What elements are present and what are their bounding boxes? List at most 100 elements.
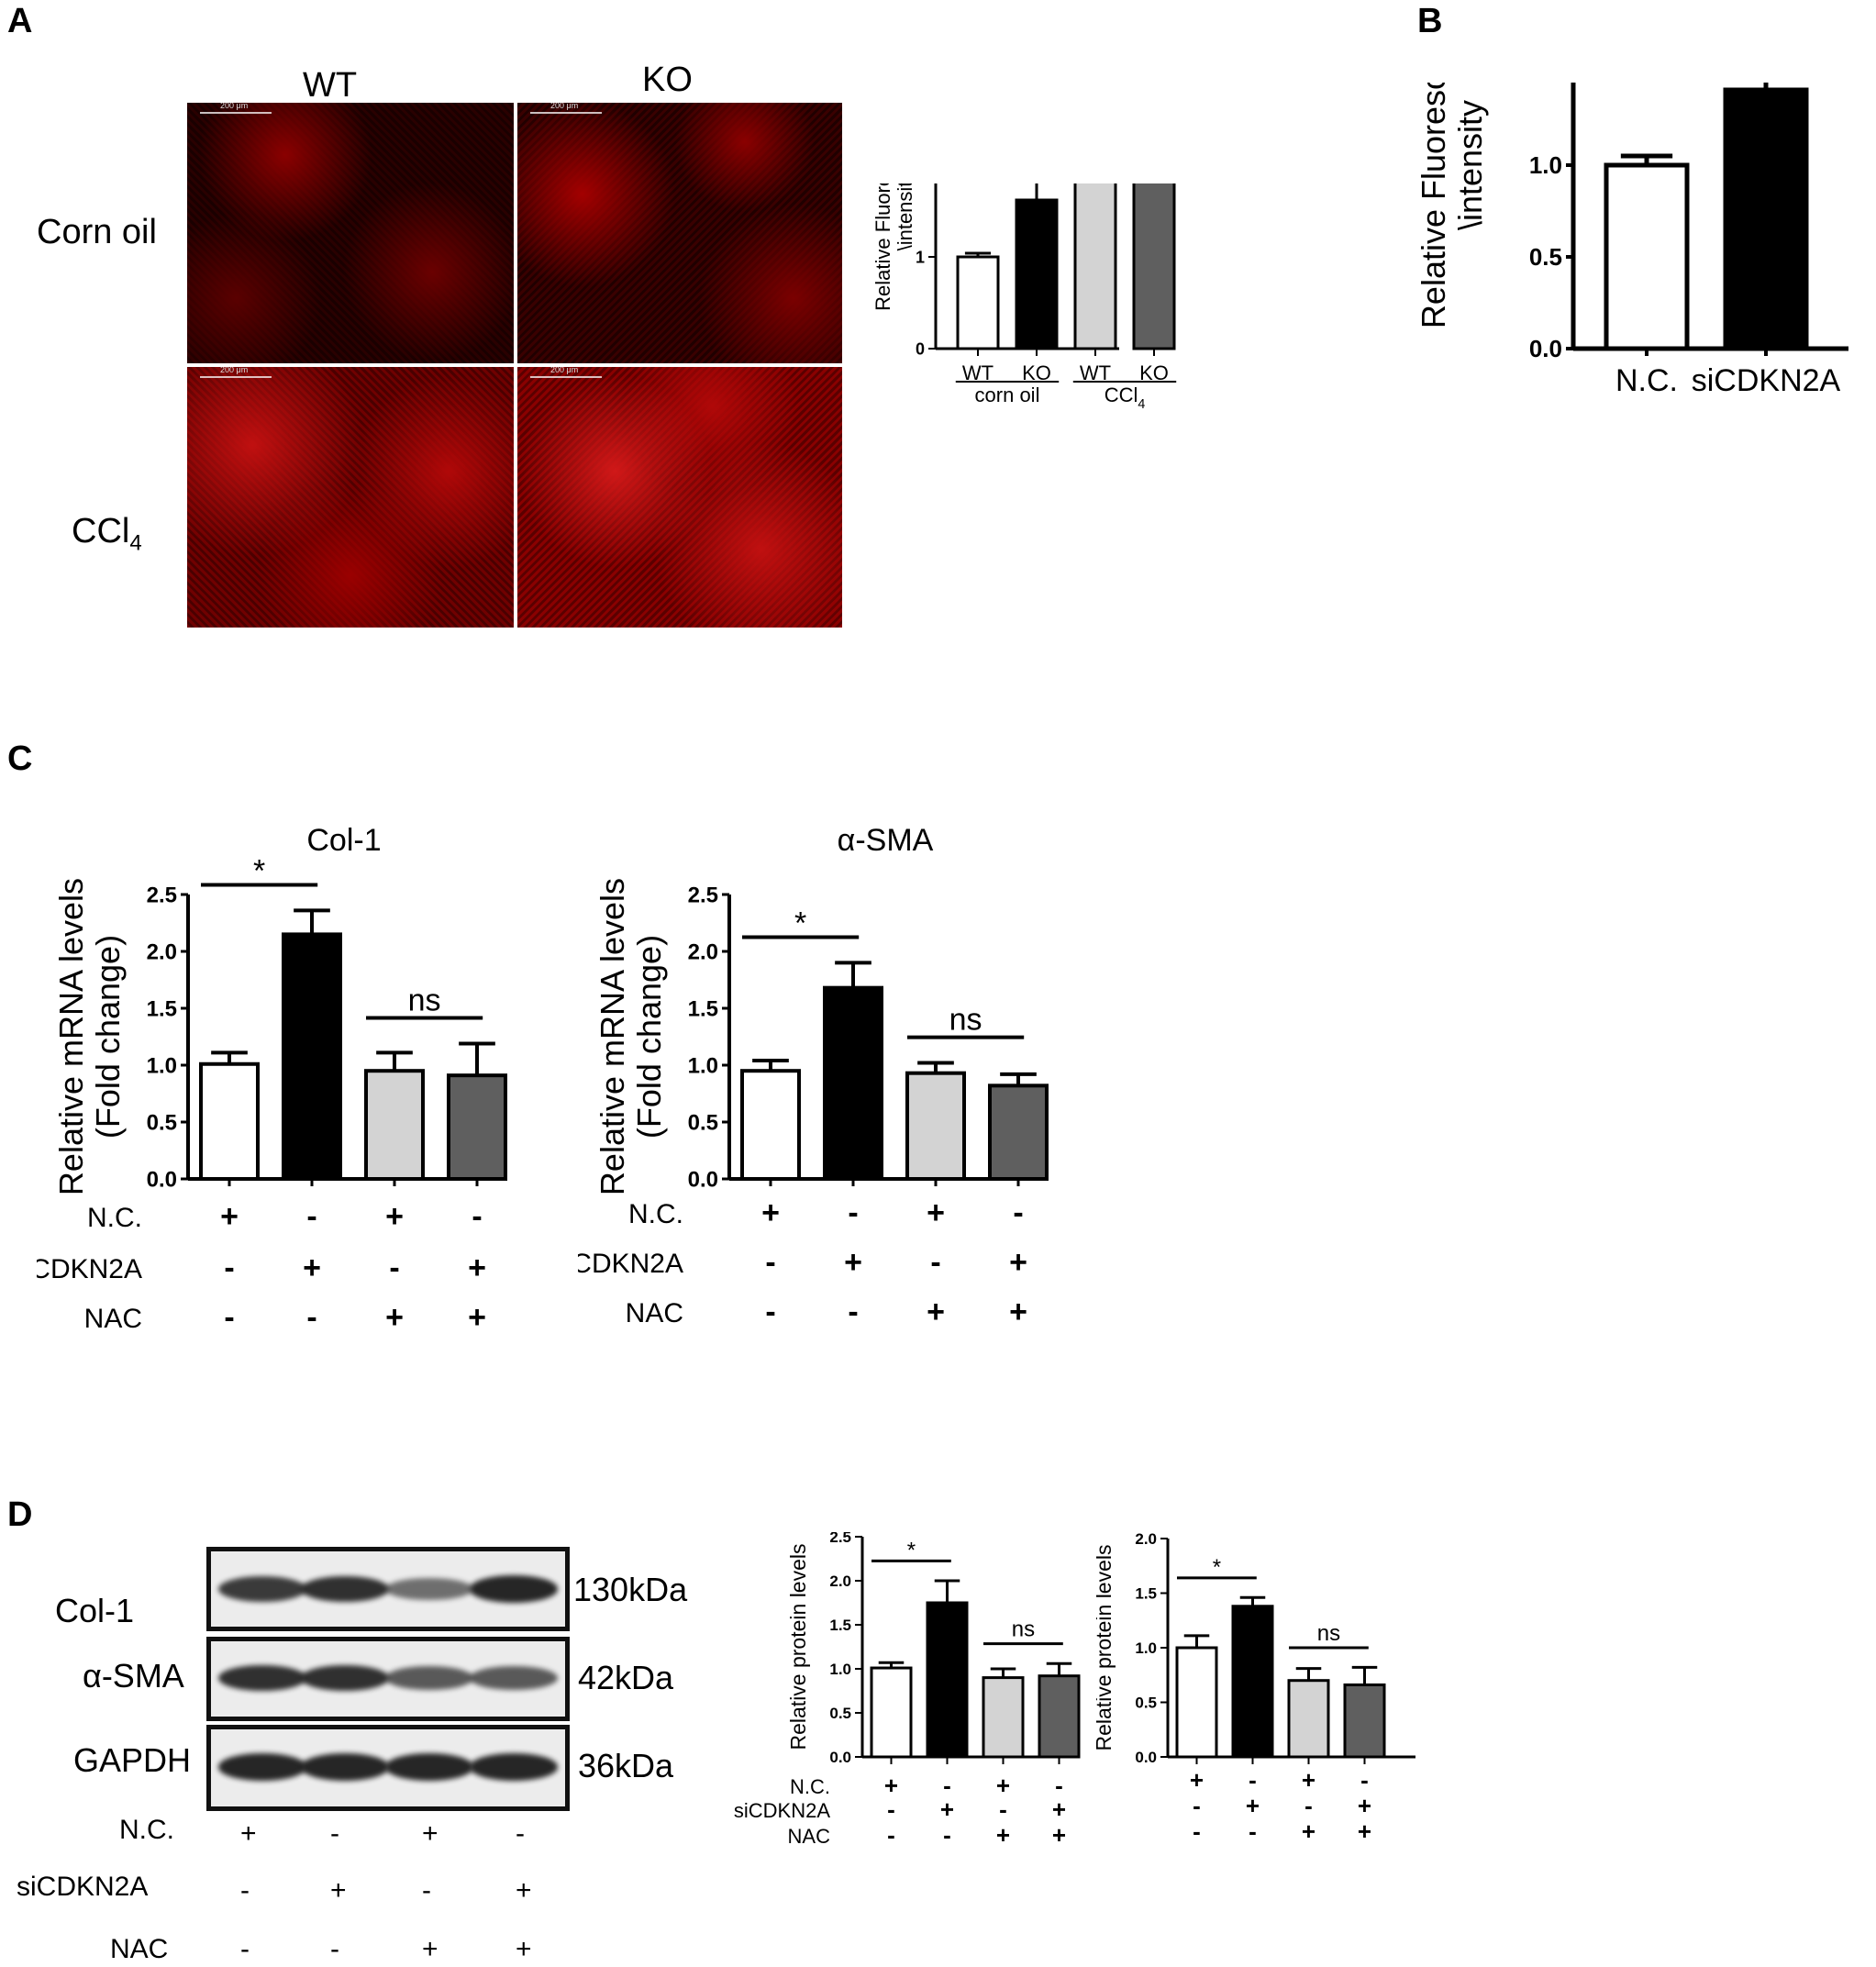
y-tick-label: 1.5 bbox=[829, 1617, 851, 1634]
y-tick-label: 1.5 bbox=[1529, 83, 1562, 87]
condition-sign: - bbox=[472, 1199, 482, 1234]
blot-band bbox=[385, 1753, 473, 1781]
y-tick-label: 0.5 bbox=[688, 1110, 718, 1135]
condition-sign: - bbox=[887, 1821, 895, 1849]
blot-band bbox=[470, 1666, 558, 1690]
column-header-ko: KO bbox=[642, 61, 693, 99]
y-tick-label: 2.5 bbox=[688, 883, 718, 907]
condition-sign: + bbox=[1052, 1795, 1066, 1823]
y-tick-label: 0.0 bbox=[1529, 335, 1562, 362]
blot-condition-sign: + bbox=[516, 1875, 532, 1906]
bar bbox=[956, 255, 1000, 350]
blot-condition-sign: - bbox=[240, 1875, 250, 1906]
condition-label: NAC bbox=[84, 1304, 142, 1334]
bar bbox=[905, 1071, 966, 1181]
condition-sign: - bbox=[887, 1795, 895, 1823]
condition-sign: + bbox=[844, 1245, 862, 1280]
micrograph-wt-ccl4: 200 μm bbox=[187, 367, 514, 628]
y-tick-label: 2.0 bbox=[147, 939, 177, 964]
bar bbox=[447, 1073, 507, 1181]
condition-sign: - bbox=[1055, 1772, 1063, 1799]
condition-sign: + bbox=[1358, 1817, 1371, 1845]
bar bbox=[982, 1676, 1025, 1759]
micrograph-ko-ccl4: 200 μm bbox=[517, 367, 842, 628]
condition-label: NAC bbox=[626, 1298, 683, 1328]
bar bbox=[1175, 1646, 1218, 1759]
scale-bar: 200 μm bbox=[200, 367, 272, 391]
significance-label: ns bbox=[1012, 1617, 1035, 1642]
x-category-label: KO bbox=[1139, 361, 1169, 384]
y-axis-label: Relative mRNA levels(Fold change) bbox=[594, 878, 668, 1195]
bar bbox=[926, 1601, 969, 1759]
bar bbox=[988, 1084, 1049, 1181]
condition-sign: + bbox=[220, 1199, 239, 1234]
y-tick-label: 0.5 bbox=[829, 1705, 851, 1722]
bar bbox=[282, 932, 342, 1181]
y-tick-label: 0 bbox=[916, 339, 925, 358]
bar bbox=[1073, 183, 1117, 350]
group-label: corn oil bbox=[975, 383, 1040, 406]
significance-label: ns bbox=[408, 984, 441, 1018]
condition-sign: - bbox=[306, 1199, 316, 1234]
blot-condition-sign: + bbox=[422, 1934, 438, 1964]
condition-sign: - bbox=[1013, 1195, 1023, 1230]
micrograph-ko-corn-oil: 200 μm bbox=[517, 103, 842, 363]
condition-sign: + bbox=[940, 1795, 954, 1823]
x-category-label: siCDKN2A bbox=[1692, 363, 1841, 398]
condition-sign: + bbox=[468, 1300, 486, 1335]
blot-band bbox=[218, 1576, 306, 1602]
condition-sign: - bbox=[765, 1245, 775, 1280]
y-tick-label: 1.0 bbox=[1529, 151, 1562, 179]
blot-condition-sign: - bbox=[240, 1934, 250, 1964]
chart-c-asma-mrna: 0.0 0.5 1.0 1.5 2.0 2.5 Relative mRNA levels(F… bbox=[578, 823, 1049, 1329]
blot-size-gapdh: 36kDa bbox=[578, 1747, 674, 1784]
y-tick-label: 0.5 bbox=[147, 1110, 177, 1135]
significance-label: ns bbox=[1317, 1621, 1340, 1646]
blot-band bbox=[385, 1577, 473, 1601]
y-tick-label: 1 bbox=[916, 248, 925, 266]
y-tick-label: 1.0 bbox=[147, 1053, 177, 1078]
chart-c-col1-mrna: 0.0 0.5 1.0 1.5 2.0 2.5 Relative mRNA levels(F… bbox=[37, 823, 507, 1335]
condition-label: N.C. bbox=[628, 1199, 683, 1229]
y-axis-label: Relative Fluorescence\intensity bbox=[871, 183, 916, 311]
scale-bar: 200 μm bbox=[200, 103, 272, 127]
condition-label: NAC bbox=[788, 1825, 831, 1848]
blot-condition-sign: - bbox=[330, 1818, 339, 1849]
bar bbox=[199, 1061, 260, 1181]
row-header-ccl4: CCl4 bbox=[72, 512, 142, 556]
y-tick-label: 0.0 bbox=[829, 1749, 851, 1766]
condition-sign: - bbox=[224, 1300, 234, 1335]
chart-title: α-SMA bbox=[838, 823, 934, 858]
y-tick-label: 2.0 bbox=[1135, 1532, 1157, 1548]
condition-sign: + bbox=[996, 1772, 1010, 1799]
y-tick-label: 1.0 bbox=[829, 1661, 851, 1678]
condition-sign: - bbox=[943, 1772, 951, 1799]
significance-label: ns bbox=[949, 1003, 982, 1038]
y-tick-label: 1.5 bbox=[688, 996, 718, 1021]
y-tick-label: 0.0 bbox=[688, 1167, 718, 1192]
condition-sign: + bbox=[303, 1250, 321, 1285]
chart-a-fluorescence: 0123Relative Fluorescence\intensity*WTKO… bbox=[871, 183, 1177, 412]
row-header-corn-oil: Corn oil bbox=[37, 213, 157, 251]
condition-sign: + bbox=[385, 1199, 404, 1234]
condition-sign: + bbox=[884, 1772, 898, 1799]
condition-sign: + bbox=[1358, 1792, 1371, 1819]
bar bbox=[1604, 162, 1690, 351]
chart-title: Col-1 bbox=[306, 823, 381, 858]
condition-sign: - bbox=[943, 1821, 951, 1849]
bar bbox=[1231, 1605, 1274, 1759]
panel-label-b: B bbox=[1417, 2, 1443, 40]
blot-condition-sign: - bbox=[422, 1875, 431, 1906]
scale-bar: 200 μm bbox=[530, 103, 602, 127]
blot-cond-label-nac: NAC bbox=[110, 1934, 169, 1964]
blot-band bbox=[385, 1666, 473, 1690]
blot-band bbox=[470, 1753, 558, 1781]
panel-label-a: A bbox=[7, 2, 33, 40]
micrograph-wt-corn-oil: 200 μm bbox=[187, 103, 514, 363]
condition-sign: - bbox=[999, 1795, 1007, 1823]
blot-cond-label-nc: N.C. bbox=[119, 1815, 174, 1845]
condition-sign: - bbox=[224, 1250, 234, 1285]
y-tick-label: 2.5 bbox=[829, 1532, 851, 1546]
y-tick-label: 0.0 bbox=[147, 1167, 177, 1192]
